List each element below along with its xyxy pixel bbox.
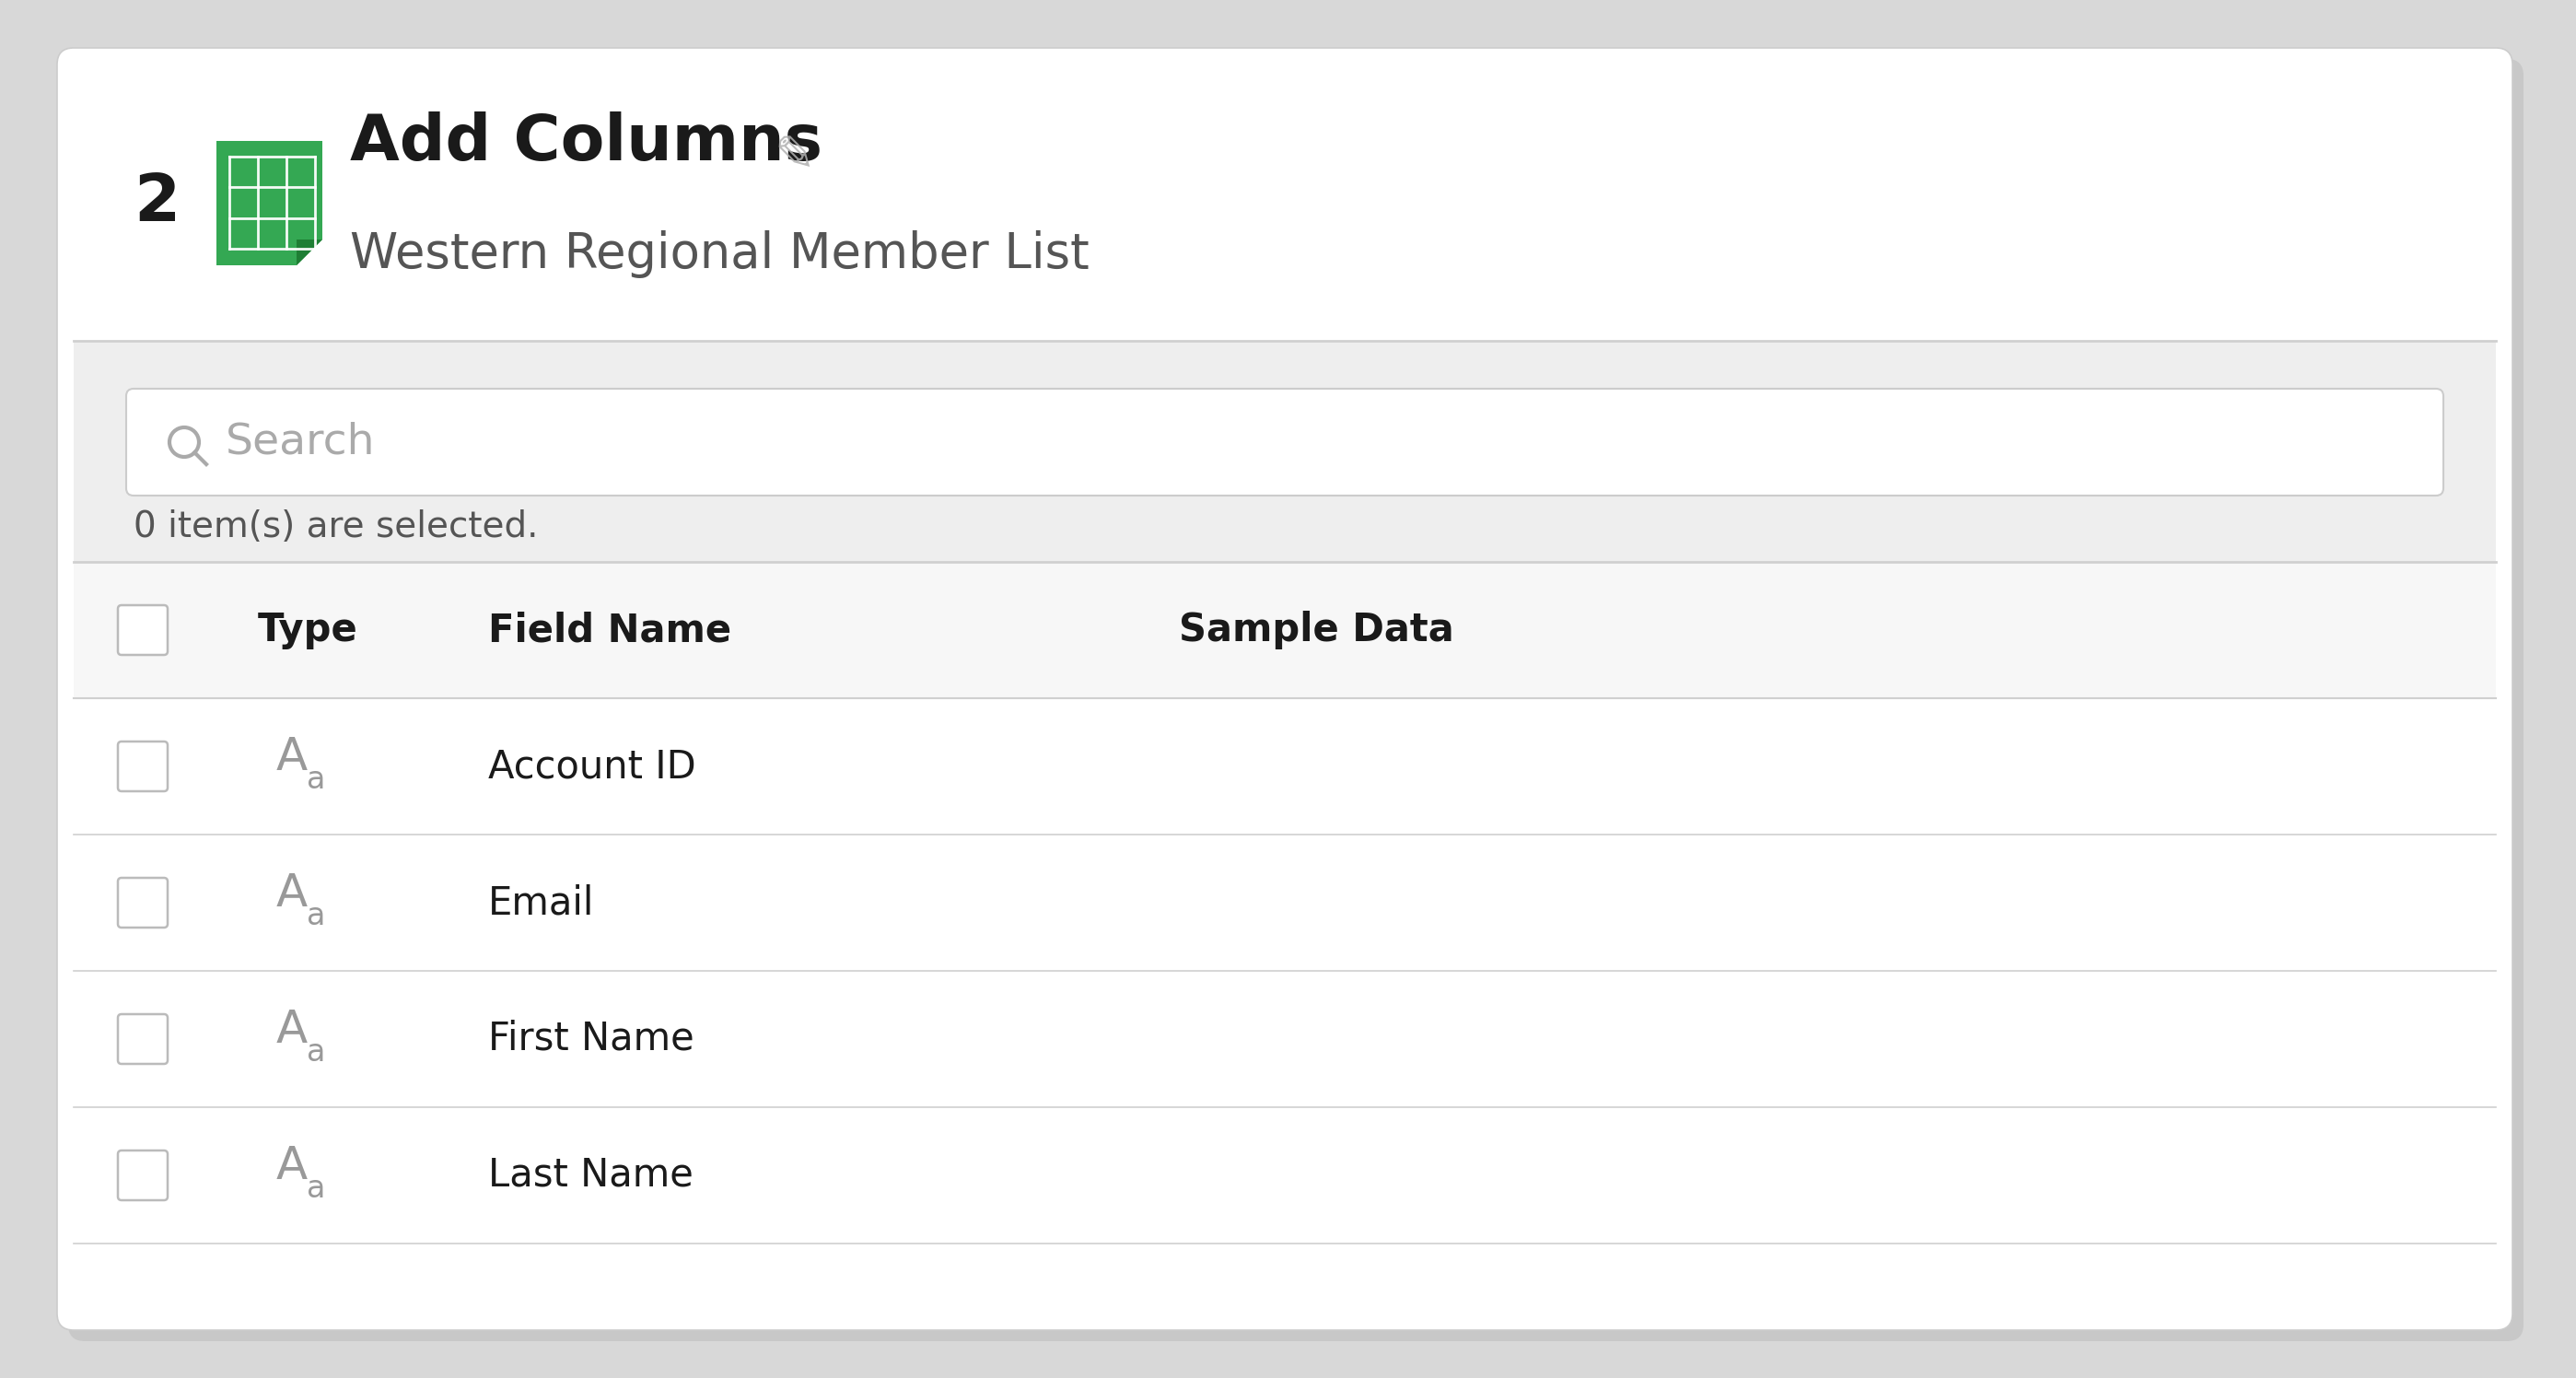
Bar <box>75 699 2496 835</box>
Text: Email: Email <box>487 883 595 922</box>
FancyBboxPatch shape <box>118 1151 167 1200</box>
Text: A: A <box>276 734 307 780</box>
Text: Field Name: Field Name <box>487 610 732 649</box>
Text: Search: Search <box>227 422 376 463</box>
Polygon shape <box>296 240 322 266</box>
Text: Type: Type <box>258 610 358 649</box>
Polygon shape <box>216 141 322 266</box>
Text: Last Name: Last Name <box>487 1156 693 1195</box>
Bar <box>75 1243 2496 1313</box>
FancyBboxPatch shape <box>126 389 2445 496</box>
Text: Western Regional Member List: Western Regional Member List <box>350 230 1090 278</box>
Bar <box>75 1107 2496 1243</box>
Bar <box>75 835 2496 971</box>
Text: A: A <box>276 871 307 915</box>
Text: 2: 2 <box>134 171 180 234</box>
Text: Sample Data: Sample Data <box>1180 610 1453 649</box>
Text: a: a <box>307 900 325 930</box>
Text: ✎: ✎ <box>773 132 814 181</box>
Text: First Name: First Name <box>487 1020 693 1058</box>
Text: a: a <box>307 1036 325 1067</box>
FancyBboxPatch shape <box>67 59 2524 1341</box>
Text: A: A <box>276 1007 307 1051</box>
FancyBboxPatch shape <box>118 605 167 655</box>
FancyBboxPatch shape <box>118 1014 167 1064</box>
Bar <box>75 971 2496 1107</box>
Text: Add Columns: Add Columns <box>350 112 822 174</box>
Text: Account ID: Account ID <box>487 747 696 785</box>
Text: a: a <box>307 763 325 795</box>
FancyBboxPatch shape <box>118 878 167 927</box>
Bar <box>75 340 2496 562</box>
Text: a: a <box>307 1173 325 1203</box>
Bar <box>75 562 2496 699</box>
Text: 0 item(s) are selected.: 0 item(s) are selected. <box>134 510 538 544</box>
Text: A: A <box>276 1144 307 1188</box>
FancyBboxPatch shape <box>57 48 2512 1330</box>
FancyBboxPatch shape <box>118 741 167 791</box>
